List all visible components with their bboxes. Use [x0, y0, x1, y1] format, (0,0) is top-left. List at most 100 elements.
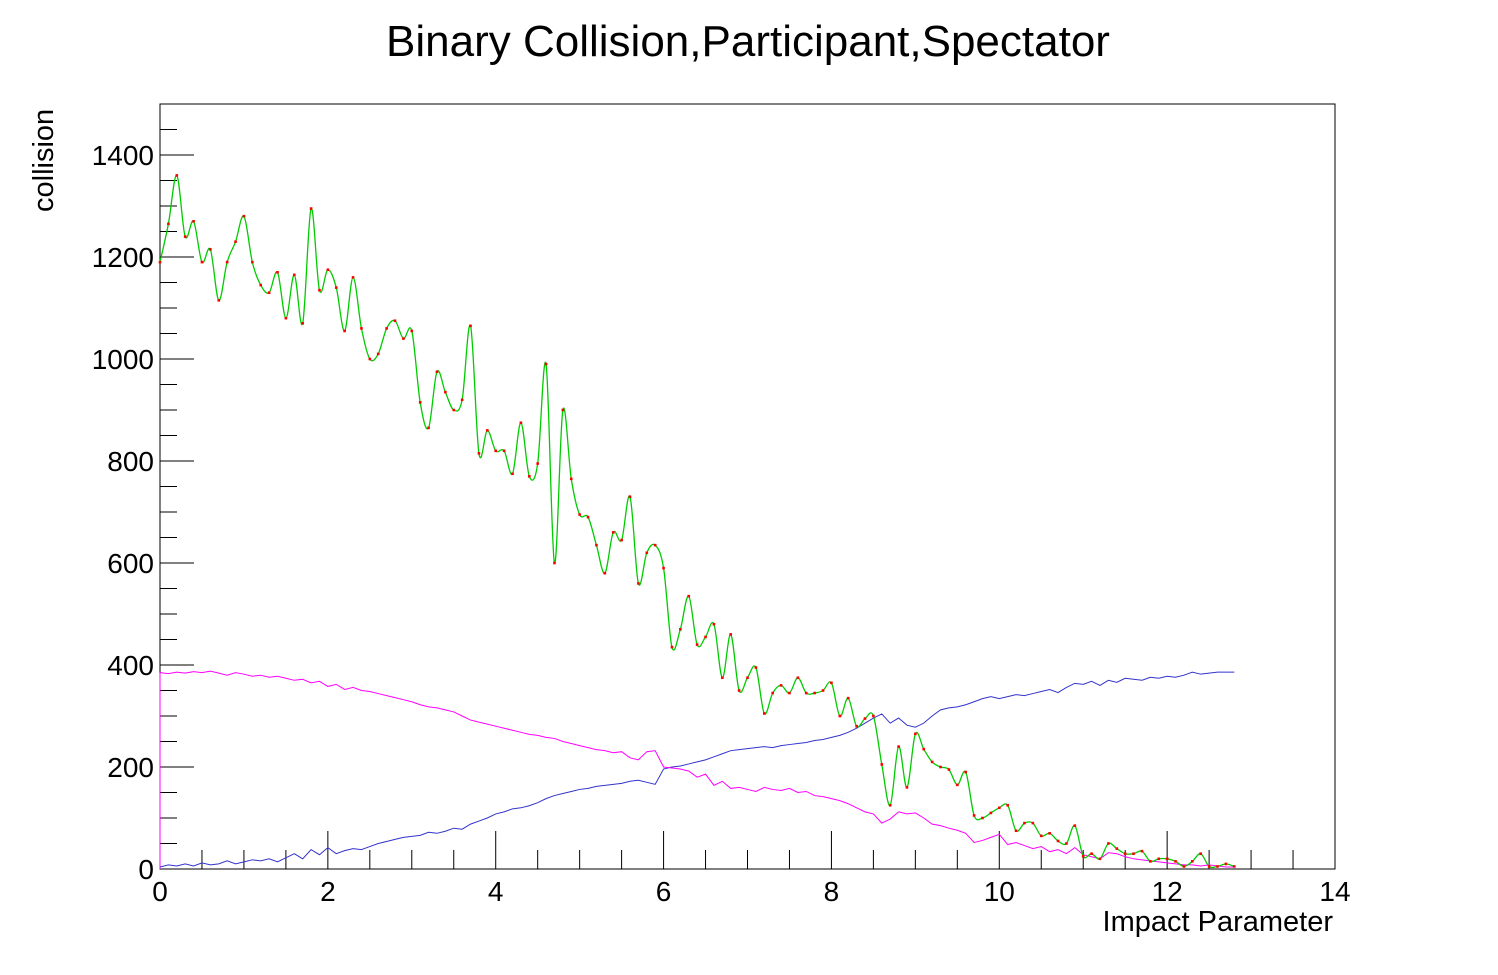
data-point-binary	[175, 174, 179, 177]
y-tick-label: 200	[107, 752, 154, 783]
data-point-binary	[309, 207, 313, 210]
data-point-binary	[351, 276, 355, 279]
y-axis: 0 200 400 600 800 1000 1200 1400	[92, 103, 194, 885]
data-point-binary	[1174, 860, 1177, 863]
data-point-binary	[1216, 865, 1219, 868]
data-point-binary	[527, 475, 531, 478]
y-tick-label: 400	[107, 650, 154, 681]
data-point-binary	[217, 299, 221, 302]
x-tick-label: 10	[984, 876, 1015, 907]
data-point-binary	[1014, 829, 1018, 833]
data-point-binary	[569, 477, 573, 481]
data-point-binary	[687, 594, 691, 598]
data-point-binary	[368, 357, 372, 361]
data-point-binary	[645, 551, 649, 555]
data-point-binary	[779, 684, 783, 687]
data-point-binary	[200, 260, 204, 264]
data-point-binary	[863, 717, 867, 720]
data-point-binary	[737, 689, 741, 692]
x-tick-label: 8	[824, 876, 840, 907]
data-point-binary	[1140, 849, 1144, 853]
data-point-binary	[712, 622, 716, 626]
data-point-binary	[486, 429, 489, 432]
data-point-binary	[393, 319, 397, 323]
data-point-binary	[267, 291, 271, 294]
data-point-binary	[578, 513, 581, 516]
data-point-binary	[838, 714, 842, 718]
data-point-binary	[1031, 821, 1035, 825]
x-tick-label: 0	[152, 876, 168, 907]
data-point-binary	[704, 635, 707, 639]
data-point-binary	[209, 248, 212, 251]
y-tick-label: 1400	[92, 140, 154, 171]
data-point-binary	[553, 561, 556, 565]
data-point-binary	[813, 691, 816, 695]
y-axis-label: collision	[28, 109, 60, 212]
x-tick-label: 4	[488, 876, 504, 907]
x-axis: 0 2 4 6 8 10 12 14	[152, 831, 1351, 907]
data-point-binary	[536, 462, 539, 465]
data-point-binary	[301, 322, 304, 325]
y-tick-label: 1200	[92, 242, 154, 273]
data-point-binary	[997, 806, 1001, 810]
data-point-binary	[653, 543, 657, 547]
data-point-binary	[418, 401, 422, 404]
data-point-binary	[796, 676, 800, 680]
data-point-binary	[376, 352, 380, 356]
data-point-binary	[1065, 842, 1068, 845]
data-point-binary	[1182, 865, 1186, 868]
data-point-binary	[192, 220, 195, 223]
data-point-binary	[251, 260, 254, 264]
data-point-binary	[1207, 865, 1211, 868]
data-point-binary	[1123, 852, 1127, 855]
x-tick-label: 6	[656, 876, 672, 907]
data-point-binary	[1191, 860, 1194, 863]
data-point-binary	[855, 724, 858, 728]
data-point-binary	[611, 531, 615, 534]
data-point-binary	[956, 783, 959, 787]
data-point-binary	[1073, 824, 1077, 827]
y-tick-label: 0	[138, 854, 154, 885]
data-point-binary	[444, 390, 447, 394]
data-point-binary	[1023, 821, 1026, 825]
series-line-binary	[159, 174, 1235, 869]
data-point-binary	[1157, 857, 1161, 861]
data-point-binary	[242, 214, 246, 218]
data-point-binary	[1165, 857, 1169, 861]
data-point-binary	[158, 260, 162, 264]
data-point-binary	[1224, 862, 1228, 866]
data-point-binary	[276, 271, 279, 274]
data-point-binary	[1149, 860, 1152, 863]
data-point-binary	[284, 316, 288, 320]
y-tick-label: 1000	[92, 344, 154, 375]
data-point-binary	[880, 763, 884, 766]
data-point-binary	[469, 324, 472, 328]
data-point-binary	[939, 765, 942, 769]
data-point-binary	[905, 786, 909, 789]
x-tick-label: 2	[320, 876, 336, 907]
chart-title: Binary Collision,Participant,Spectator	[386, 17, 1110, 66]
data-point-binary	[872, 714, 875, 718]
data-point-binary	[519, 421, 523, 425]
data-point-binary	[343, 329, 346, 333]
data-point-binary	[620, 538, 623, 542]
data-point-binary	[402, 337, 405, 340]
data-point-binary	[435, 370, 439, 374]
x-tick-label: 12	[1152, 876, 1183, 907]
data-point-binary	[922, 747, 926, 751]
data-point-binary	[460, 398, 464, 402]
data-point-binary	[595, 543, 598, 547]
data-point-binary	[292, 273, 296, 277]
data-point-binary	[259, 283, 263, 287]
data-point-binary	[1098, 857, 1102, 861]
data-point-binary	[746, 676, 749, 680]
data-point-binary	[914, 732, 917, 736]
data-point-binary	[360, 327, 363, 330]
data-point-binary	[947, 768, 951, 771]
y-tick-label: 600	[107, 548, 154, 579]
data-point-binary	[511, 472, 514, 476]
data-point-binary	[897, 745, 900, 748]
series-line-participant	[159, 670, 1235, 868]
data-point-binary	[544, 362, 548, 366]
data-point-binary	[1090, 852, 1093, 855]
